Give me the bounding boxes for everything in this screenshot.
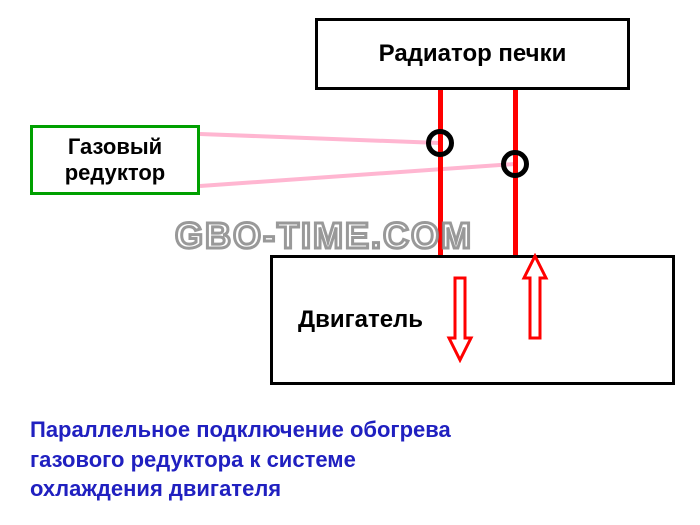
- caption-text: Параллельное подключение обогрева газово…: [30, 415, 451, 504]
- radiator-label: Радиатор печки: [379, 40, 567, 69]
- watermark-text: GBO-TIME.COM: [175, 215, 473, 257]
- engine-label: Двигатель: [298, 306, 423, 335]
- tee-circle-left: [426, 129, 454, 157]
- reducer-box: Газовый редуктор: [30, 125, 200, 195]
- flow-arrow-left: [443, 275, 477, 363]
- radiator-box: Радиатор печки: [315, 18, 630, 90]
- tee-circle-right: [501, 150, 529, 178]
- reducer-label: Газовый редуктор: [65, 134, 166, 187]
- flow-arrow-right: [518, 253, 552, 341]
